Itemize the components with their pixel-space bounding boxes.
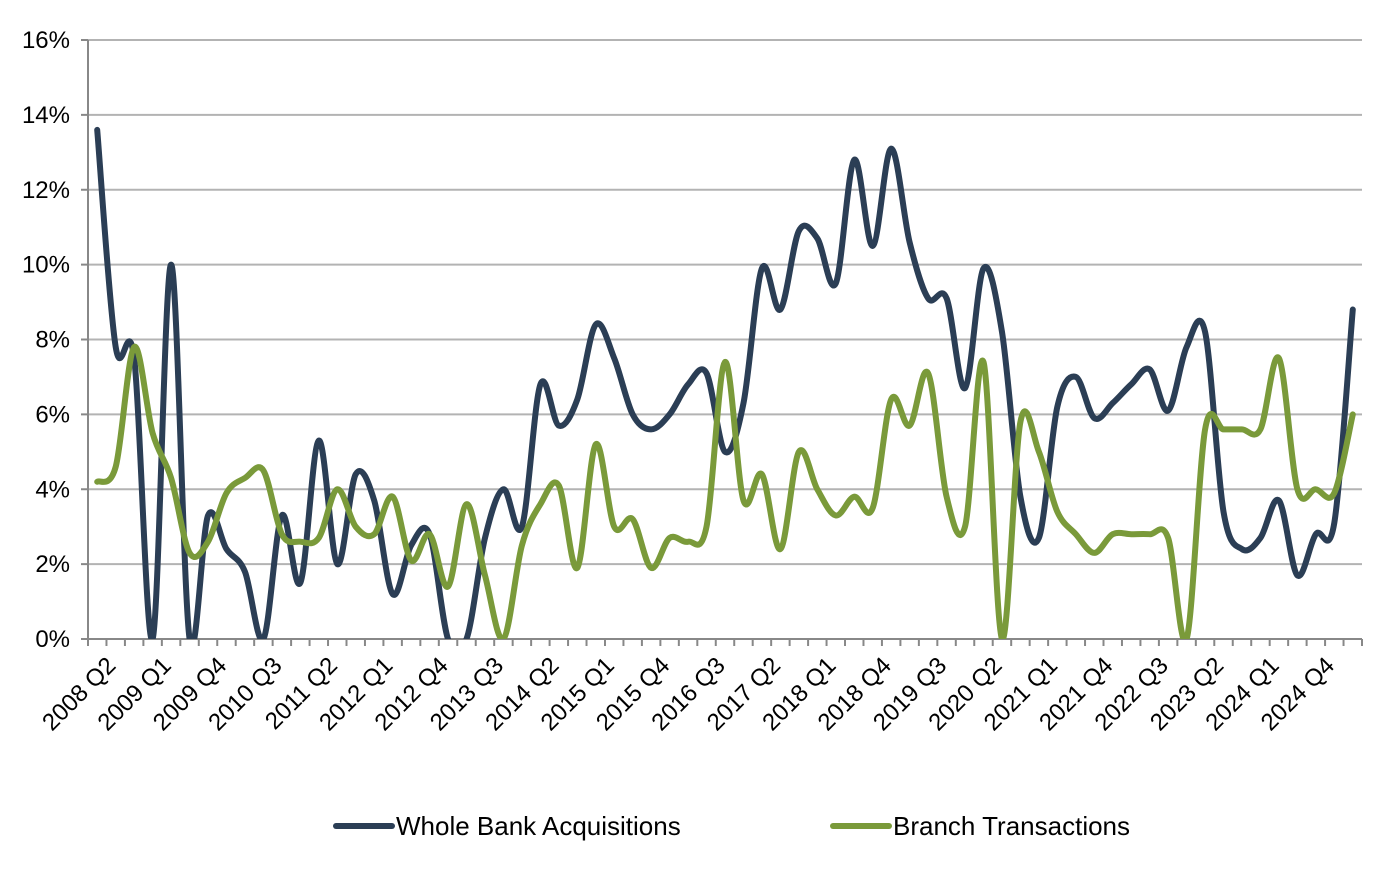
legend: Whole Bank Acquisitions Branch Transactio… [333, 811, 1130, 841]
legend-label: Whole Bank Acquisitions [396, 811, 681, 841]
legend-label: Branch Transactions [893, 811, 1130, 841]
y-tick-label: 8% [35, 327, 70, 354]
y-tick-label: 6% [35, 401, 70, 428]
y-tick-label: 12% [22, 177, 70, 204]
series-lines [94, 126, 1356, 639]
y-tick-label: 0% [35, 626, 70, 653]
y-tick-label: 14% [22, 102, 70, 129]
series-line-1 [94, 126, 1356, 639]
y-tick-label: 10% [22, 252, 70, 279]
y-tick-label: 4% [35, 476, 70, 503]
axes [81, 39, 1363, 646]
y-tick-label: 16% [22, 27, 70, 54]
y-tick-label: 2% [35, 551, 70, 578]
series-line-2 [94, 343, 1356, 639]
y-tick-labels: 0% 2% 4% 6% 8% 10% 12% 14% 16% [22, 27, 70, 653]
gridlines [88, 39, 1362, 566]
